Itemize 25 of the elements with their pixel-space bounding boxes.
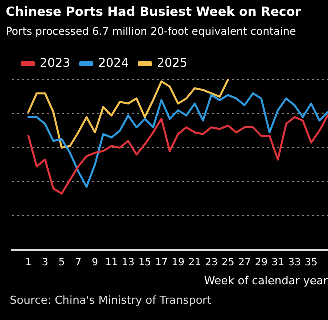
x-axis-title: Week of calendar year xyxy=(204,274,328,288)
chart-title: Chinese Ports Had Busiest Week on Recor xyxy=(6,4,302,19)
chart-subtitle: Ports processed 6.7 million 20-foot equivalent containe xyxy=(6,26,296,38)
x-tick-label: 9 xyxy=(92,257,98,268)
x-tick-label: 35 xyxy=(305,257,318,268)
x-tick-label: 1 xyxy=(25,257,32,268)
x-tick-label: 13 xyxy=(122,257,135,268)
legend-label: 2025 xyxy=(157,56,188,70)
legend-label: 2023 xyxy=(40,56,71,70)
x-tick-label: 23 xyxy=(205,257,218,268)
x-tick-label: 11 xyxy=(105,257,118,268)
x-tick-label: 29 xyxy=(255,257,268,268)
x-tick-label: 31 xyxy=(272,257,284,268)
x-tick-label: 7 xyxy=(75,257,82,268)
x-tick-label: 17 xyxy=(155,257,168,268)
x-tick-label: 33 xyxy=(288,257,302,268)
legend-label: 2024 xyxy=(98,56,130,70)
x-tick-label: 27 xyxy=(238,257,252,268)
x-tick-label: 25 xyxy=(222,257,235,268)
x-tick-label: 19 xyxy=(172,257,185,268)
x-tick-label: 5 xyxy=(58,257,66,268)
source-note: Source: China's Ministry of Transport xyxy=(10,294,212,307)
x-tick-label: 21 xyxy=(188,257,202,268)
x-tick-label: 15 xyxy=(138,257,152,268)
x-tick-label: 3 xyxy=(42,257,48,268)
